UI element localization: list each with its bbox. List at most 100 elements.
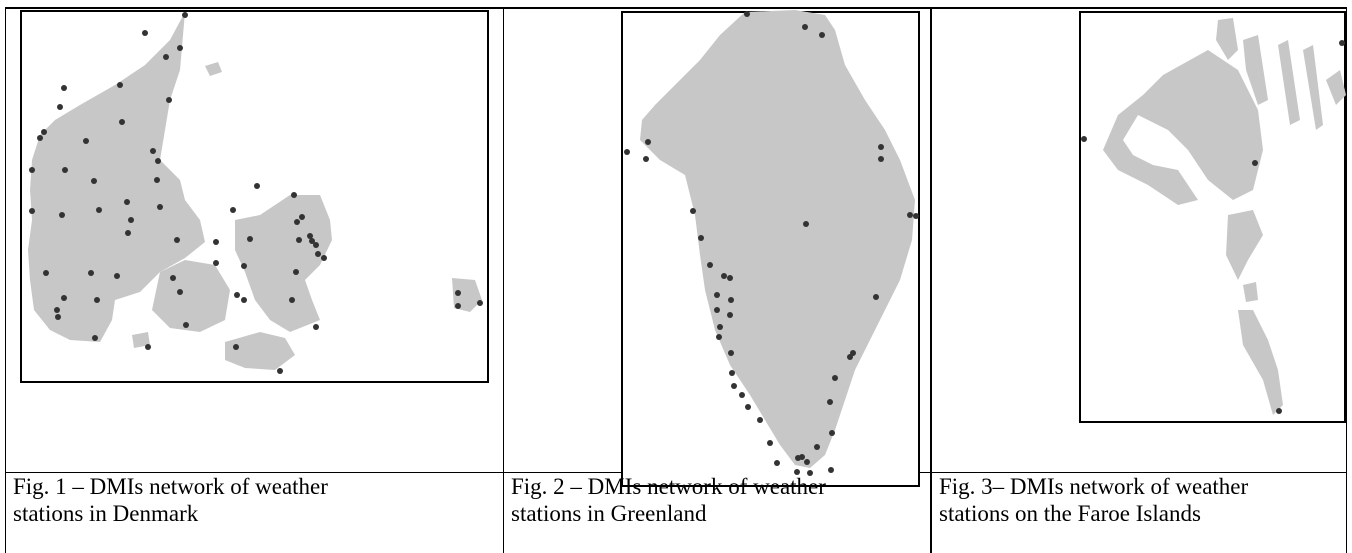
weather-station-marker — [254, 183, 260, 189]
column-divider-2 — [930, 7, 932, 553]
weather-station-marker — [315, 251, 321, 257]
weather-station-marker — [1276, 408, 1282, 414]
weather-station-marker — [177, 289, 183, 295]
weather-station-marker — [645, 139, 651, 145]
weather-station-marker — [727, 312, 733, 318]
weather-station-marker — [296, 237, 302, 243]
table-right-border — [1346, 7, 1347, 553]
weather-station-marker — [714, 292, 720, 298]
weather-station-marker — [155, 158, 161, 164]
weather-station-marker — [233, 344, 239, 350]
weather-station-marker — [150, 148, 156, 154]
table-left-border — [5, 7, 6, 553]
weather-station-marker — [745, 404, 751, 410]
weather-station-marker — [804, 459, 810, 465]
caption-fig3: Fig. 3– DMIs network of weather stations… — [939, 473, 1248, 527]
weather-station-marker — [727, 275, 733, 281]
weather-station-marker — [41, 129, 47, 135]
caption-fig3-line1: Fig. 3– DMIs network of weather — [939, 474, 1249, 499]
suduroy-land — [1238, 310, 1283, 415]
weather-station-marker — [213, 260, 219, 266]
weather-station-marker — [91, 178, 97, 184]
land-area — [1216, 18, 1238, 60]
weather-station-marker — [698, 235, 704, 241]
weather-station-marker — [729, 370, 735, 376]
weather-station-marker — [728, 297, 734, 303]
weather-station-marker — [163, 54, 169, 60]
weather-station-marker — [313, 242, 319, 248]
weather-station-marker — [873, 294, 879, 300]
weather-station-marker — [643, 156, 649, 162]
weather-station-marker — [61, 85, 67, 91]
caption-fig2-line1: Fig. 2 – DMIs network of weather — [511, 474, 826, 499]
weather-station-marker — [170, 275, 176, 281]
sandoy-land — [1226, 210, 1263, 280]
weather-station-marker — [154, 177, 160, 183]
weather-station-marker — [157, 204, 163, 210]
weather-station-marker — [878, 144, 884, 150]
weather-station-marker — [321, 255, 327, 261]
weather-station-marker — [767, 440, 773, 446]
weather-station-marker — [716, 334, 722, 340]
table-top-border — [5, 7, 1347, 9]
weather-station-marker — [293, 269, 299, 275]
land-area — [1278, 40, 1300, 125]
weather-station-marker — [234, 292, 240, 298]
weather-station-marker — [29, 167, 35, 173]
weather-station-marker — [174, 237, 180, 243]
jutland-land — [28, 12, 205, 342]
weather-station-marker — [794, 469, 800, 475]
weather-station-marker — [142, 30, 148, 36]
caption-fig1: Fig. 1 – DMIs network of weather station… — [13, 473, 328, 527]
weather-station-marker — [125, 230, 131, 236]
weather-station-marker — [731, 383, 737, 389]
weather-station-marker — [114, 273, 120, 279]
weather-station-marker — [814, 444, 820, 450]
weather-station-marker — [119, 119, 125, 125]
weather-station-marker — [241, 297, 247, 303]
weather-station-marker — [213, 239, 219, 245]
weather-station-marker — [241, 263, 247, 269]
weather-station-marker — [307, 233, 313, 239]
weather-station-marker — [61, 295, 67, 301]
weather-station-marker — [799, 454, 805, 460]
caption-fig2: Fig. 2 – DMIs network of weather station… — [511, 473, 826, 527]
faroe-islands-map — [1078, 10, 1348, 424]
weather-station-marker — [55, 314, 61, 320]
weather-station-marker — [721, 273, 727, 279]
funen-land — [152, 260, 230, 332]
weather-station-marker — [124, 199, 130, 205]
weather-station-marker — [1339, 40, 1345, 46]
weather-station-marker — [717, 324, 723, 330]
weather-station-marker — [913, 213, 919, 219]
weather-station-marker — [714, 307, 720, 313]
northern-islands-land — [1103, 50, 1263, 205]
weather-station-marker — [757, 417, 763, 423]
weather-station-marker — [57, 104, 63, 110]
weather-station-marker — [59, 212, 65, 218]
column-divider-1 — [503, 7, 504, 553]
weather-station-marker — [37, 135, 43, 141]
weather-station-marker — [96, 207, 102, 213]
weather-station-marker — [802, 24, 808, 30]
weather-station-marker — [455, 303, 461, 309]
weather-station-marker — [166, 97, 172, 103]
weather-station-marker — [477, 300, 483, 306]
weather-station-marker — [247, 236, 253, 242]
weather-station-marker — [847, 354, 853, 360]
weather-station-marker — [455, 290, 461, 296]
weather-station-marker — [803, 221, 809, 227]
land-area — [1326, 70, 1346, 105]
weather-station-marker — [819, 32, 825, 38]
greenland-land — [640, 10, 915, 468]
caption-fig1-line1: Fig. 1 – DMIs network of weather — [13, 474, 328, 499]
weather-station-marker — [92, 335, 98, 341]
caption-fig1-line2: stations in Denmark — [13, 501, 199, 526]
weather-station-marker — [83, 138, 89, 144]
weather-station-marker — [828, 467, 834, 473]
land-area — [1303, 45, 1323, 130]
weather-station-marker — [291, 192, 297, 198]
weather-station-marker — [739, 392, 745, 398]
weather-station-marker — [827, 399, 833, 405]
weather-station-marker — [62, 167, 68, 173]
